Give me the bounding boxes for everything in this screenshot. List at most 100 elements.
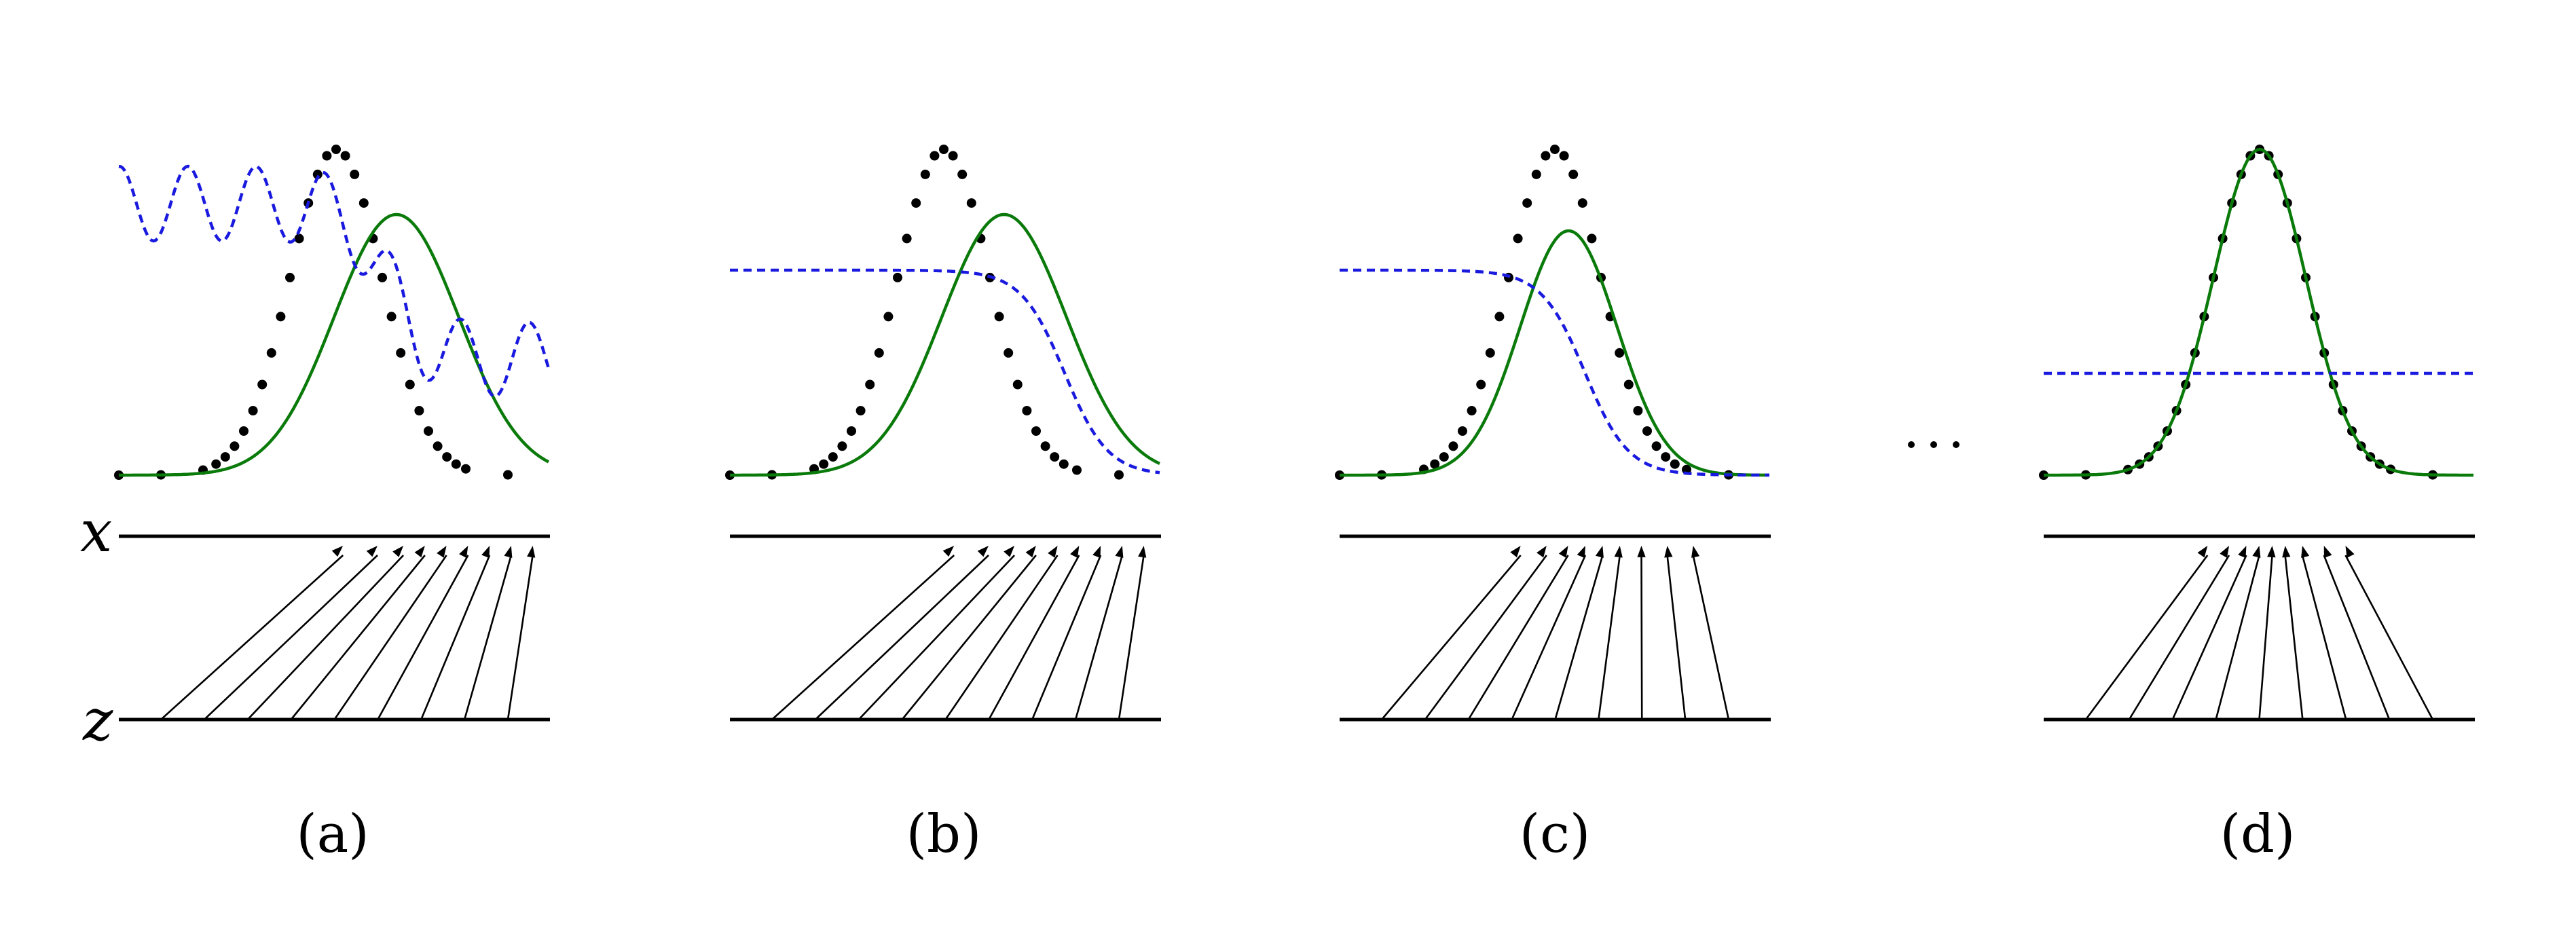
data-distribution-dots	[114, 145, 513, 480]
data-point	[211, 459, 221, 469]
discriminator-curve	[730, 268, 1160, 474]
mapping-arrow	[1424, 555, 1547, 720]
data-point	[1012, 379, 1023, 390]
data-point	[433, 441, 443, 451]
data-point	[229, 441, 240, 451]
data-point	[1430, 459, 1440, 469]
mapping-arrow	[1554, 555, 1604, 720]
data-point	[1114, 470, 1124, 480]
data-point	[424, 426, 433, 436]
data-distribution-dots	[725, 145, 1124, 480]
mapping-arrow	[203, 555, 378, 720]
mapping-arrow	[507, 555, 534, 720]
data-point	[442, 452, 452, 462]
arrow-head	[1510, 546, 1521, 558]
data-point	[396, 348, 406, 358]
mapping-arrow	[160, 555, 344, 720]
arrow-head	[366, 546, 378, 557]
data-point	[1633, 406, 1643, 415]
data-point	[350, 169, 360, 179]
panel-b	[725, 145, 1161, 722]
data-point	[957, 169, 968, 179]
data-point	[828, 452, 838, 462]
data-point	[276, 312, 286, 322]
arrow-head	[414, 546, 425, 558]
data-point	[911, 198, 921, 208]
arrow-head	[437, 546, 447, 558]
data-point	[1651, 441, 1661, 451]
data-point	[1559, 151, 1569, 161]
arrow-head	[392, 546, 404, 557]
data-point	[461, 464, 471, 474]
z-axis-label: z	[82, 687, 113, 753]
discriminator-curve	[1340, 268, 1769, 477]
data-point	[1448, 441, 1458, 451]
mapping-arrow	[1118, 555, 1145, 720]
mapping-arrow	[1381, 555, 1522, 720]
arrow-head	[2267, 546, 2276, 558]
arrow-head	[527, 546, 536, 558]
data-point	[994, 312, 1004, 322]
data-point	[1522, 198, 1532, 208]
arrow-head	[504, 546, 513, 558]
data-point	[1072, 465, 1082, 475]
data-point	[1059, 459, 1069, 469]
data-point	[1494, 312, 1505, 322]
data-point	[837, 441, 847, 451]
data-point	[930, 151, 940, 161]
arrow-head	[2197, 546, 2208, 558]
data-point	[847, 426, 856, 436]
mapping-arrow	[2084, 555, 2209, 720]
data-point	[285, 272, 295, 282]
data-point	[1050, 452, 1060, 462]
arrow-head	[1025, 546, 1036, 558]
arrow-head	[942, 546, 955, 557]
mapping-arrow	[2301, 555, 2347, 720]
data-point	[1467, 406, 1477, 415]
data-point	[414, 406, 424, 415]
data-point	[920, 169, 930, 179]
mapping-arrows	[1381, 546, 1730, 720]
mapping-arrow	[988, 555, 1080, 720]
mapping-arrow	[1598, 555, 1621, 720]
data-point	[1031, 426, 1041, 436]
mapping-arrows	[771, 546, 1147, 720]
panel-label-a: (a)	[296, 804, 369, 865]
arrow-head	[1558, 546, 1568, 558]
discriminator-curve	[118, 164, 551, 398]
data-point	[405, 379, 415, 390]
data-point	[948, 151, 958, 161]
arrow-head	[1092, 546, 1101, 558]
mapping-arrow	[1031, 555, 1102, 720]
data-point	[266, 348, 276, 358]
arrow-head	[2345, 546, 2355, 558]
arrow-head	[1664, 546, 1673, 558]
model-distribution-curve	[1340, 229, 1769, 477]
arrow-head	[2282, 546, 2291, 558]
mapping-arrow	[2215, 555, 2260, 720]
data-distribution-dots	[1335, 145, 1733, 480]
data-point	[1541, 151, 1551, 161]
mapping-arrow	[1467, 555, 1569, 720]
data-point	[939, 145, 949, 154]
data-point	[1040, 441, 1050, 451]
arrow-head	[1048, 546, 1058, 558]
arrow-head	[1637, 546, 1646, 557]
arrow-head	[1595, 546, 1604, 558]
data-point	[378, 272, 387, 282]
data-point	[294, 234, 304, 244]
mapping-arrow	[1692, 555, 1730, 720]
panel-label-d: (d)	[2220, 804, 2296, 865]
data-point	[1615, 348, 1625, 358]
data-point	[220, 452, 230, 462]
data-point	[1568, 169, 1579, 179]
mapping-arrow	[2344, 555, 2434, 720]
data-point	[883, 312, 894, 322]
arrow-head	[1004, 546, 1015, 557]
model-distribution-curve	[730, 212, 1160, 477]
mapping-arrow	[771, 555, 955, 720]
panel-a	[114, 145, 551, 722]
data-point	[1004, 348, 1014, 358]
data-point	[1439, 452, 1449, 462]
